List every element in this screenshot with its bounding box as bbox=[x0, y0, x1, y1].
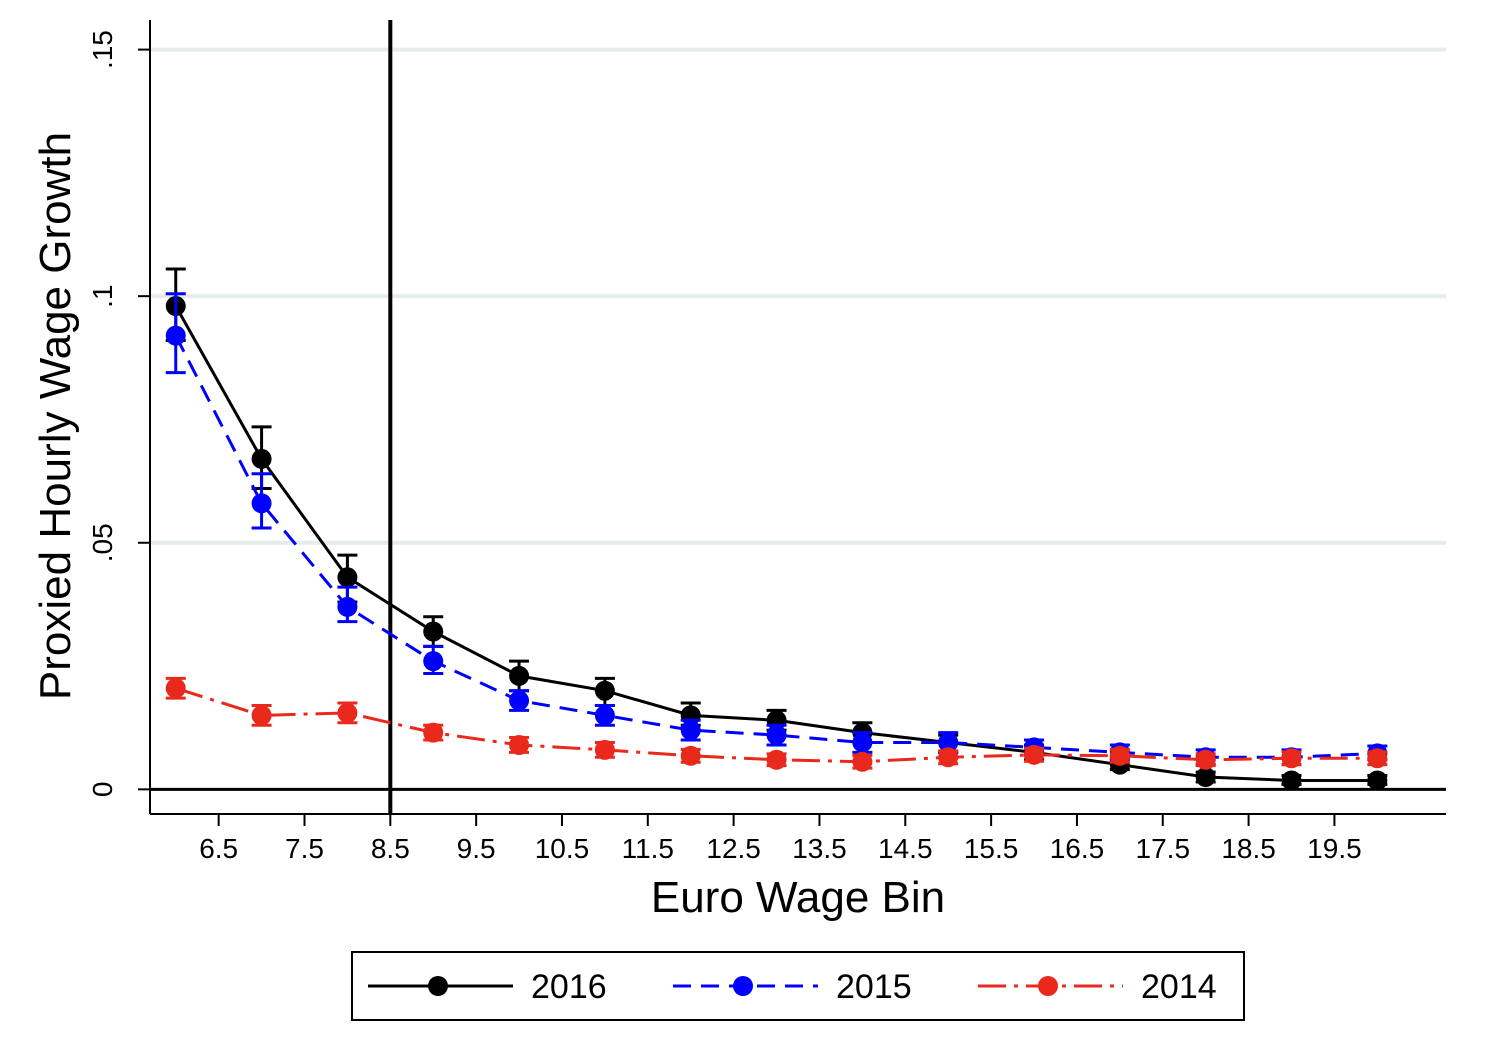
data-point bbox=[594, 705, 615, 726]
series-2014 bbox=[165, 676, 1388, 772]
data-point bbox=[1367, 748, 1388, 769]
x-tick-label: 18.5 bbox=[1221, 833, 1276, 864]
legend-label-2014: 2014 bbox=[1141, 968, 1217, 1006]
data-point bbox=[337, 596, 358, 617]
data-point bbox=[251, 705, 272, 726]
x-tick-label: 11.5 bbox=[622, 833, 674, 864]
data-point bbox=[1367, 770, 1388, 791]
legend: 2016 2015 2014 bbox=[351, 951, 1245, 1021]
data-point bbox=[938, 747, 959, 768]
y-tick-label: .1 bbox=[87, 284, 118, 307]
data-point bbox=[594, 739, 615, 760]
x-tick-label: 8.5 bbox=[371, 833, 410, 864]
data-point bbox=[852, 732, 873, 753]
data-point bbox=[1109, 745, 1130, 766]
data-point bbox=[852, 751, 873, 772]
data-point bbox=[1024, 744, 1045, 765]
legend-marker-2015 bbox=[733, 976, 753, 996]
series-line-2014 bbox=[175, 686, 1378, 764]
data-point bbox=[165, 325, 186, 346]
data-point bbox=[680, 720, 701, 741]
data-point bbox=[251, 493, 272, 514]
legend-marker-2014 bbox=[1038, 976, 1058, 996]
legend-label-2015: 2015 bbox=[836, 968, 912, 1006]
data-point bbox=[938, 732, 959, 753]
x-tick-label: 15.5 bbox=[964, 833, 1019, 864]
legend-marker-2016 bbox=[428, 976, 448, 996]
data-point bbox=[680, 745, 701, 766]
data-point bbox=[509, 690, 530, 711]
data-point bbox=[423, 722, 444, 743]
data-point bbox=[1195, 767, 1216, 788]
tick-labels: 0 .05 .1 .15 6.5 7.5 8.5 9.5 10.5 11.5 12.5 13.5 14.… bbox=[87, 30, 1362, 864]
data-point bbox=[766, 725, 787, 746]
data-point bbox=[1281, 770, 1302, 791]
data-point bbox=[509, 734, 530, 755]
grid-lines bbox=[150, 47, 1446, 545]
y-tick-label: 0 bbox=[87, 782, 118, 798]
x-tick-label: 17.5 bbox=[1136, 833, 1191, 864]
x-tick-label: 10.5 bbox=[535, 833, 590, 864]
legend-label-2016: 2016 bbox=[531, 968, 607, 1006]
y-tick-label: .05 bbox=[87, 523, 118, 562]
series-line-2015 bbox=[174, 334, 1378, 759]
y-tick-label: .15 bbox=[87, 30, 118, 69]
x-tick-label: 7.5 bbox=[285, 833, 324, 864]
x-tick-label: 14.5 bbox=[878, 833, 933, 864]
x-tick-label: 13.5 bbox=[792, 833, 847, 864]
data-point bbox=[509, 665, 530, 686]
x-tick-label: 19.5 bbox=[1307, 833, 1362, 864]
x-tick-label: 12.5 bbox=[706, 833, 761, 864]
data-point bbox=[1195, 749, 1216, 770]
data-point bbox=[594, 680, 615, 701]
data-point bbox=[251, 448, 272, 469]
axes bbox=[138, 20, 1446, 826]
data-point bbox=[423, 651, 444, 672]
data-point bbox=[1281, 748, 1302, 769]
x-tick-label: 6.5 bbox=[199, 833, 238, 864]
series-group bbox=[165, 267, 1388, 791]
x-axis-title: Euro Wage Bin bbox=[651, 873, 945, 922]
data-point bbox=[337, 567, 358, 588]
y-axis-title: Proxied Hourly Wage Growth bbox=[31, 132, 80, 700]
data-point bbox=[766, 749, 787, 770]
data-point bbox=[423, 621, 444, 642]
data-point bbox=[337, 702, 358, 723]
x-tick-label: 16.5 bbox=[1050, 833, 1105, 864]
x-tick-label: 9.5 bbox=[457, 833, 496, 864]
data-point bbox=[165, 678, 186, 699]
